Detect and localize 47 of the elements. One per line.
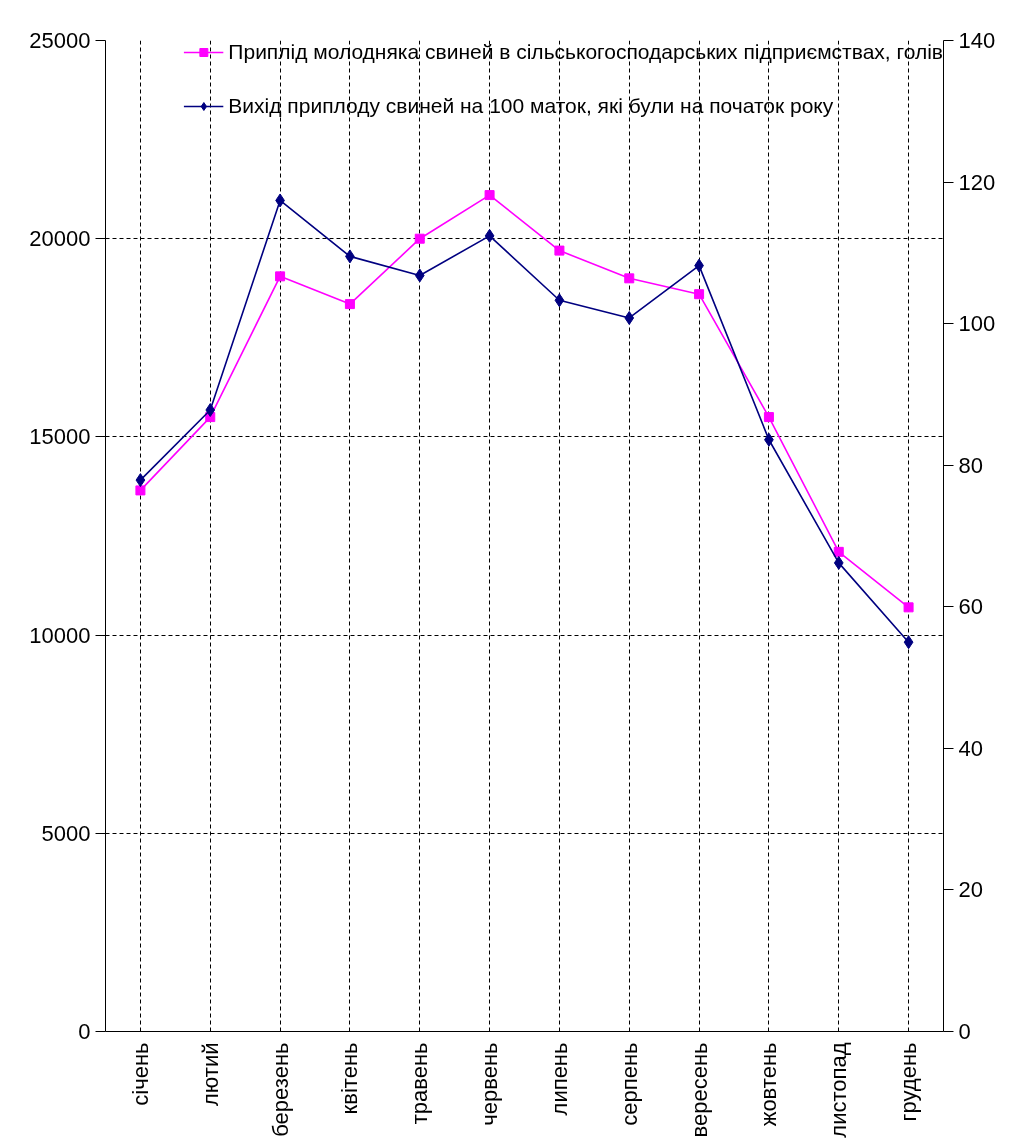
- point: [414, 233, 425, 244]
- x-tick-label: січень: [127, 1042, 153, 1106]
- point: [624, 273, 635, 284]
- y-tick-label: 25000: [29, 28, 91, 53]
- x-tick-label: липень: [546, 1042, 572, 1116]
- y-tick-label: 15000: [29, 424, 91, 450]
- point: [205, 403, 216, 417]
- point: [694, 289, 705, 300]
- x-tick-label: червень: [477, 1042, 503, 1126]
- point: [554, 293, 565, 308]
- y2-tick-label: 40: [958, 735, 983, 761]
- y-tick-label: 10000: [29, 622, 91, 648]
- point: [414, 268, 425, 283]
- point: [484, 190, 495, 201]
- point: [903, 635, 914, 650]
- x-tick-label: травень: [407, 1042, 433, 1125]
- y2-tick-label: 80: [958, 452, 983, 478]
- y2-tick-label: 100: [958, 311, 996, 337]
- point: [624, 310, 635, 325]
- x-tick-label: лютий: [197, 1042, 223, 1107]
- y-tick-label: 5000: [41, 820, 91, 846]
- point: [135, 473, 146, 488]
- point: [763, 412, 774, 423]
- x-tick-label: вересень: [686, 1042, 712, 1138]
- point: [344, 299, 355, 310]
- point: [833, 546, 844, 557]
- point: [135, 485, 146, 496]
- x-tick-label: серпень: [616, 1042, 642, 1126]
- point: [275, 271, 286, 282]
- y2-tick-label: 140: [958, 28, 996, 53]
- x-tick-label: грудень: [896, 1042, 922, 1122]
- point: [833, 555, 844, 570]
- y2-tick-label: 60: [958, 594, 983, 620]
- point: [554, 245, 565, 256]
- x-tick-label: березень: [267, 1042, 293, 1137]
- y2-tick-label: 120: [958, 169, 996, 195]
- x-tick-label: листопад: [826, 1042, 852, 1138]
- y-tick-label: 20000: [29, 226, 91, 252]
- x-tick-label: квітень: [337, 1042, 363, 1115]
- legend-label: Приплід молодняка свиней в сільськогосподарських підприємствах, голів: [228, 40, 943, 64]
- y-tick-label: 0: [78, 1019, 91, 1044]
- legend-label: Вихід приплоду свиней на 100 маток, які були на початок року: [228, 94, 834, 118]
- point: [903, 602, 914, 613]
- y2-tick-label: 20: [958, 877, 983, 903]
- y2-tick-label: 0: [958, 1019, 971, 1044]
- point: [484, 228, 495, 243]
- x-tick-label: жовтень: [756, 1042, 782, 1127]
